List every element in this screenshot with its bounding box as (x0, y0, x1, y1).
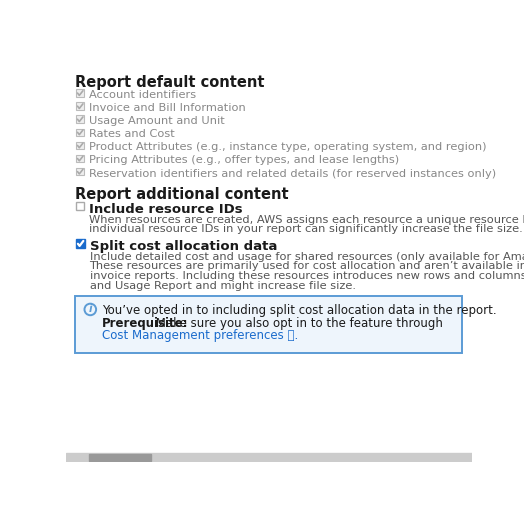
Text: When resources are created, AWS assigns each resource a unique resource ID. Incl: When resources are created, AWS assigns … (89, 215, 524, 225)
Text: Split cost allocation data: Split cost allocation data (90, 240, 277, 253)
FancyBboxPatch shape (77, 239, 85, 248)
FancyBboxPatch shape (77, 202, 84, 210)
Text: These resources are primarily used for cost allocation and aren’t available in b: These resources are primarily used for c… (90, 262, 524, 271)
Text: Account identifiers: Account identifiers (89, 90, 196, 100)
Text: Reservation identifiers and related details (for reserved instances only): Reservation identifiers and related deta… (89, 169, 496, 179)
FancyBboxPatch shape (77, 142, 84, 149)
FancyBboxPatch shape (75, 296, 462, 353)
FancyBboxPatch shape (77, 89, 84, 97)
FancyBboxPatch shape (77, 155, 84, 162)
Text: Make sure you also opt in to the feature through: Make sure you also opt in to the feature… (152, 317, 447, 330)
Text: Invoice and Bill Information: Invoice and Bill Information (89, 103, 246, 113)
FancyBboxPatch shape (77, 102, 84, 110)
FancyBboxPatch shape (77, 115, 84, 123)
Text: Pricing Attributes (e.g., offer types, and lease lengths): Pricing Attributes (e.g., offer types, a… (89, 156, 399, 166)
Text: invoice reports. Including these resources introduces new rows and columns in th: invoice reports. Including these resourc… (90, 271, 524, 281)
Bar (66, 454, 472, 462)
Text: Include resource IDs: Include resource IDs (89, 203, 243, 216)
Text: i: i (89, 305, 92, 315)
Bar (89, 454, 151, 461)
FancyBboxPatch shape (77, 168, 84, 175)
Text: Report default content: Report default content (75, 75, 264, 90)
Text: Report additional content: Report additional content (75, 187, 288, 202)
Text: Cost Management preferences ⧉.: Cost Management preferences ⧉. (102, 329, 298, 342)
Text: Usage Amount and Unit: Usage Amount and Unit (89, 116, 224, 126)
Text: Product Attributes (e.g., instance type, operating system, and region): Product Attributes (e.g., instance type,… (89, 142, 486, 153)
Text: Include detailed cost and usage for shared resources (only available for Amazon : Include detailed cost and usage for shar… (90, 252, 524, 262)
FancyBboxPatch shape (77, 129, 84, 136)
Text: and Usage Report and might increase file size.: and Usage Report and might increase file… (90, 281, 355, 291)
Text: Prerequisite:: Prerequisite: (102, 317, 189, 330)
Text: individual resource IDs in your report can significantly increase the file size.: individual resource IDs in your report c… (89, 224, 522, 235)
Text: You’ve opted in to including split cost allocation data in the report.: You’ve opted in to including split cost … (102, 304, 497, 317)
Text: Rates and Cost: Rates and Cost (89, 129, 174, 139)
